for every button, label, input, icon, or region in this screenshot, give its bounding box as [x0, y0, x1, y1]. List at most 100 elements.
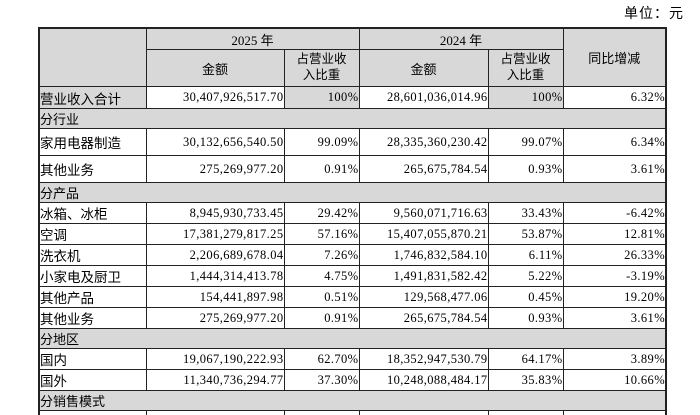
table-row: 小家电及厨卫 1,444,314,413.78 4.75% 1,491,831,582…	[38, 265, 667, 287]
cell-amount-2024: 9,560,071,716.63	[358, 202, 489, 224]
header-row-years: 2025 年 2024 年 同比增减	[38, 27, 667, 87]
cell-ratio-2025: 37.30%	[283, 369, 360, 391]
cell-yoy: 6.32%	[562, 86, 667, 109]
cell-amount-2025: 154,441,897.98	[145, 286, 285, 308]
cell-amount-2025: 2,206,689,678.04	[145, 244, 285, 266]
cell-yoy: 6.34%	[562, 128, 667, 156]
cell-yoy: 3.61%	[562, 410, 667, 415]
cell-ratio-2025: 62.70%	[283, 348, 360, 370]
cell-amount-2025: 275,269,977.20	[145, 307, 285, 329]
cell-ratio-2024: 0.45%	[487, 286, 564, 308]
cell-label: 其他业务	[38, 155, 147, 183]
cell-ratio-2024: 5.22%	[487, 265, 564, 287]
table-row: 国内 19,067,190,222.93 62.70% 18,352,947,530.…	[38, 348, 667, 370]
cell-amount-2025: 8,945,930,733.45	[145, 202, 285, 224]
cell-amount-2024: 18,352,947,530.79	[358, 348, 489, 370]
header-ratio-2024: 占营业收 入比重	[487, 49, 564, 87]
table-row: 其他业务 275,269,977.20 0.91% 265,675,784.54 0.9…	[38, 155, 667, 183]
cell-amount-2024: 1,746,832,584.10	[358, 244, 489, 266]
cell-ratio-2024: 53.87%	[487, 223, 564, 245]
unit-label: 单位：元	[624, 7, 684, 22]
cell-ratio-2025: 0.91%	[283, 307, 360, 329]
cell-ratio-2024: 35.83%	[487, 369, 564, 391]
section-row: 分产品	[38, 182, 667, 203]
section-label: 分地区	[38, 328, 667, 349]
table-row: 空调 17,381,279,817.25 57.16% 15,407,055,870.…	[38, 223, 667, 245]
cell-amount-2025: 30,132,656,540.50	[145, 128, 285, 156]
header-corner-cell	[38, 27, 147, 87]
table-row: 其他业务 275,269,977.20 0.91% 265,675,784.54 0.9…	[38, 307, 667, 329]
cell-ratio-2025: 0.51%	[283, 286, 360, 308]
cell-ratio-2025: 4.75%	[283, 265, 360, 287]
table-row: 直销275,269,977.200.91%265,675,784.540.93%…	[38, 410, 667, 415]
cell-yoy: 3.89%	[562, 348, 667, 370]
header-year-2025: 2025 年	[145, 27, 360, 50]
cell-amount-2024: 10,248,088,484.17	[358, 369, 489, 391]
section-row: 分地区	[38, 328, 667, 349]
cell-yoy: -3.19%	[562, 265, 667, 287]
section-label: 分行业	[38, 108, 667, 129]
cell-ratio-2025: 99.09%	[283, 128, 360, 156]
cell-ratio-2024: 100%	[487, 86, 564, 109]
cell-yoy: 3.61%	[562, 155, 667, 183]
table-row: 国外 11,340,736,294.77 37.30% 10,248,088,484.…	[38, 369, 667, 391]
cell-label: 小家电及厨卫	[38, 265, 147, 287]
ratio-line1: 占营业收	[500, 52, 551, 67]
cell-ratio-2025: 7.26%	[283, 244, 360, 266]
section-row: 分行业	[38, 108, 667, 129]
header-amount-2024: 金额	[358, 49, 489, 87]
cell-label: 冰箱、冰柜	[38, 202, 147, 224]
cell-amount-2024: 28,335,360,230.42	[358, 128, 489, 156]
cell-amount-2024: 129,568,477.06	[358, 286, 489, 308]
cell-amount-2024: 1,491,831,582.42	[358, 265, 489, 287]
section-label: 分销售模式	[38, 390, 667, 411]
table-row: 营业收入合计 30,407,926,517.70 100% 28,601,036,01…	[38, 86, 667, 109]
cell-amount-2024: 28,601,036,014.96	[358, 86, 489, 109]
table-body: 营业收入合计 30,407,926,517.70 100% 28,601,036,01…	[38, 86, 667, 415]
cell-ratio-2025: 100%	[283, 86, 360, 109]
cell-amount-2025: 275,269,977.20	[145, 410, 285, 415]
header-amount-2025: 金额	[145, 49, 285, 87]
cell-amount-2025: 17,381,279,817.25	[145, 223, 285, 245]
cell-label: 空调	[38, 223, 147, 245]
table-header: 2025 年 2024 年 同比增减 金额 占营业收 入比重 金额 占营业收 入比重	[38, 27, 667, 87]
cell-amount-2024: 265,675,784.54	[358, 155, 489, 183]
cell-amount-2024: 15,407,055,870.21	[358, 223, 489, 245]
header-year-2024: 2024 年	[358, 27, 564, 50]
table-row: 家用电器制造 30,132,656,540.50 99.09% 28,335,360,…	[38, 128, 667, 156]
header-yoy: 同比增减	[562, 27, 667, 87]
revenue-breakdown-table: 2025 年 2024 年 同比增减 金额 占营业收 入比重 金额 占营业收 入比重…	[38, 27, 668, 415]
cell-yoy: -6.42%	[562, 202, 667, 224]
cell-label: 直销	[38, 410, 147, 415]
table-row: 其他产品 154,441,897.98 0.51% 129,568,477.06 0.4…	[38, 286, 667, 308]
section-label: 分产品	[38, 182, 667, 203]
cell-amount-2024: 265,675,784.54	[358, 410, 489, 415]
ratio-line2: 入比重	[506, 68, 545, 82]
cell-amount-2025: 275,269,977.20	[145, 155, 285, 183]
cell-amount-2025: 30,407,926,517.70	[145, 86, 285, 109]
cell-yoy: 26.33%	[562, 244, 667, 266]
cell-label: 国内	[38, 348, 147, 370]
cell-yoy: 10.66%	[562, 369, 667, 391]
table-row: 洗衣机 2,206,689,678.04 7.26% 1,746,832,584.10…	[38, 244, 667, 266]
cell-yoy: 3.61%	[562, 307, 667, 329]
cell-amount-2025: 19,067,190,222.93	[145, 348, 285, 370]
cell-label: 国外	[38, 369, 147, 391]
cell-amount-2025: 1,444,314,413.78	[145, 265, 285, 287]
cell-yoy: 19.20%	[562, 286, 667, 308]
cell-ratio-2025: 0.91%	[283, 410, 360, 415]
section-row: 分销售模式	[38, 390, 667, 411]
cell-label: 营业收入合计	[38, 86, 147, 109]
ratio-line2: 入比重	[302, 68, 341, 82]
cell-ratio-2024: 6.11%	[487, 244, 564, 266]
cell-label: 其他业务	[38, 307, 147, 329]
cell-label: 家用电器制造	[38, 128, 147, 156]
cell-ratio-2024: 64.17%	[487, 348, 564, 370]
cell-ratio-2025: 29.42%	[283, 202, 360, 224]
cell-label: 洗衣机	[38, 244, 147, 266]
cell-ratio-2024: 0.93%	[487, 307, 564, 329]
cell-amount-2024: 265,675,784.54	[358, 307, 489, 329]
cell-ratio-2024: 99.07%	[487, 128, 564, 156]
cell-ratio-2024: 0.93%	[487, 155, 564, 183]
